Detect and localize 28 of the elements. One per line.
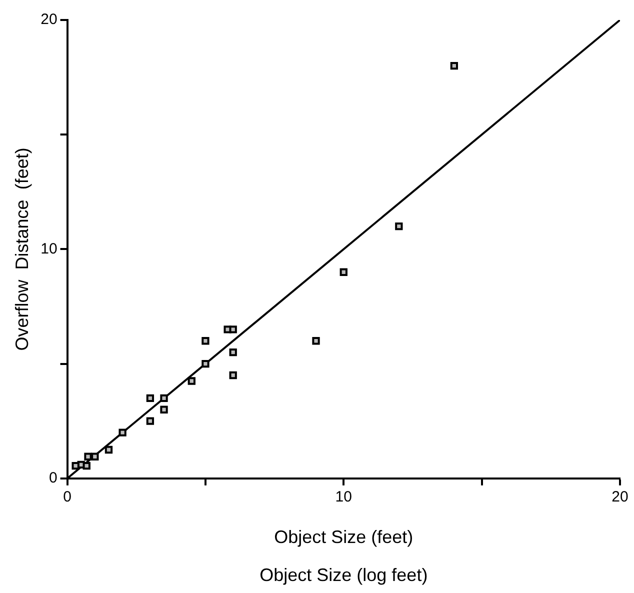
point [118, 428, 126, 436]
y-tick-label: 10 [40, 240, 58, 258]
text: Object Size (log feet) [260, 565, 428, 585]
point [146, 417, 154, 425]
point [229, 348, 237, 356]
point [188, 377, 196, 385]
x-axis-title: Object Size (feet) [274, 527, 414, 548]
point [160, 394, 168, 402]
point [312, 337, 320, 345]
point [395, 222, 403, 230]
y-tick-label: 20 [40, 11, 58, 28]
point [202, 360, 210, 368]
point [202, 337, 210, 345]
point [84, 452, 92, 460]
point [340, 268, 348, 276]
point [160, 406, 168, 414]
y-tick-label: 0 [48, 470, 58, 487]
x-tick-label: 10 [335, 488, 352, 506]
point [82, 462, 90, 470]
point [229, 326, 237, 334]
y-axis-title: Overflow Distance (feet) [12, 148, 32, 351]
x-tick-label: 20 [612, 488, 628, 506]
point [450, 62, 458, 70]
point [72, 462, 80, 470]
point [104, 446, 113, 454]
point [229, 371, 237, 380]
point [146, 394, 154, 402]
x-tick-label: 0 [63, 488, 72, 506]
